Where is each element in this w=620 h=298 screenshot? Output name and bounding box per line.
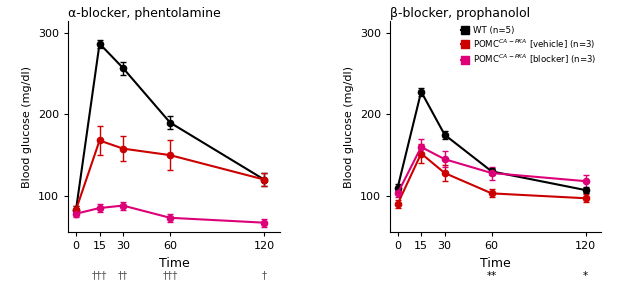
Y-axis label: Blood glucose (mg/dl): Blood glucose (mg/dl) [344, 66, 354, 188]
Legend: WT (n=5), POMC$^{CA-PKA}$ [vehicle] (n=3), POMC$^{CA-PKA}$ [blocker] (n=3): WT (n=5), POMC$^{CA-PKA}$ [vehicle] (n=3… [458, 23, 600, 69]
Text: †††: ††† [92, 271, 107, 280]
Text: **: ** [487, 271, 497, 280]
X-axis label: Time: Time [159, 257, 189, 270]
X-axis label: Time: Time [480, 257, 511, 270]
Text: ††: †† [118, 271, 128, 280]
Y-axis label: Blood glucose (mg/dl): Blood glucose (mg/dl) [22, 66, 32, 188]
Text: *: * [583, 271, 588, 280]
Text: †: † [262, 271, 267, 280]
Text: †††: ††† [162, 271, 178, 280]
Text: β-blocker, prophanolol: β-blocker, prophanolol [390, 7, 530, 20]
Text: α-blocker, phentolamine: α-blocker, phentolamine [68, 7, 221, 20]
